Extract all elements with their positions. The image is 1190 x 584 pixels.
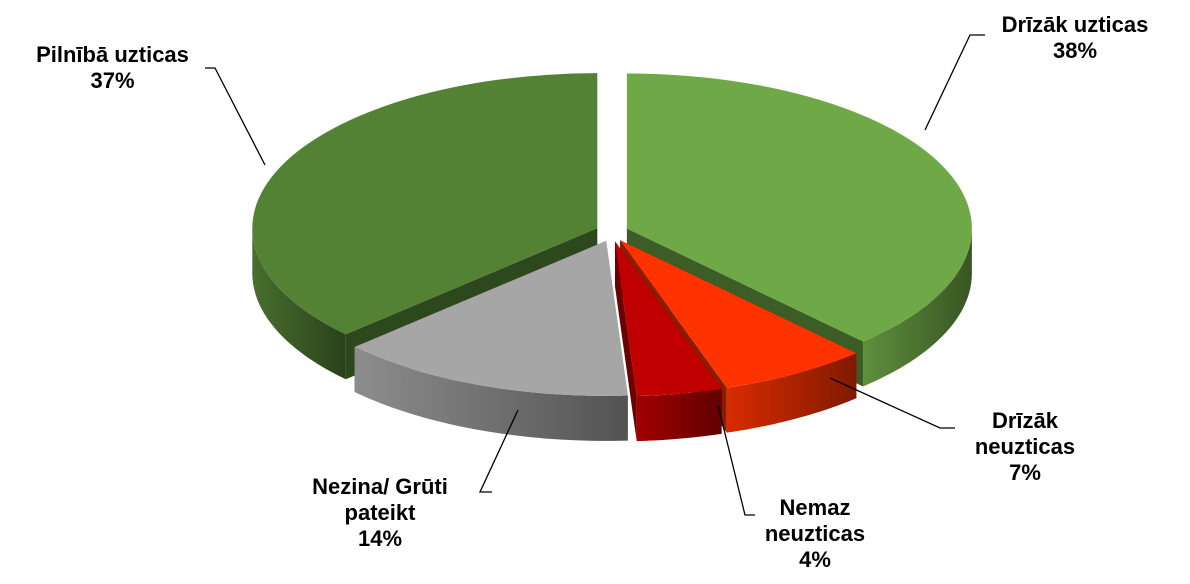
slice [626,73,972,342]
slice [620,240,857,388]
data-label: Drīzāk neuzticas 7% [945,408,1105,486]
leader-line [205,67,266,166]
data-label: Drīzāk uzticas 38% [965,12,1185,64]
category-label: Drīzāk uzticas [1001,12,1149,37]
data-label: Nemaz neuzticas 4% [740,495,890,573]
leader-line [478,409,519,493]
category-label: Nemaz neuzticas [764,495,866,546]
value-label: 4% [799,547,831,572]
value-label: 37% [90,68,135,93]
data-label: Nezina/ Grūti pateikt 14% [280,474,480,552]
slice-rim [252,228,346,380]
leader-line [829,377,955,429]
leader-line [717,404,755,516]
slice-rim [636,388,722,442]
value-label: 7% [1009,460,1041,485]
data-label: Pilnībā uzticas 37% [0,42,225,94]
leader-line [924,34,985,131]
slice-rim [863,228,972,387]
value-label: 14% [357,526,403,551]
slice-rim [726,353,857,433]
category-label: Nezina/ Grūti pateikt [312,474,448,525]
slice [252,73,598,335]
slice [614,241,722,397]
slice [354,240,628,396]
category-label: Pilnībā uzticas [36,42,189,67]
slice-rim [354,347,628,441]
value-label: 38% [1052,38,1098,63]
category-label: Drīzāk neuzticas [974,408,1076,459]
slice-side-face [614,241,637,442]
